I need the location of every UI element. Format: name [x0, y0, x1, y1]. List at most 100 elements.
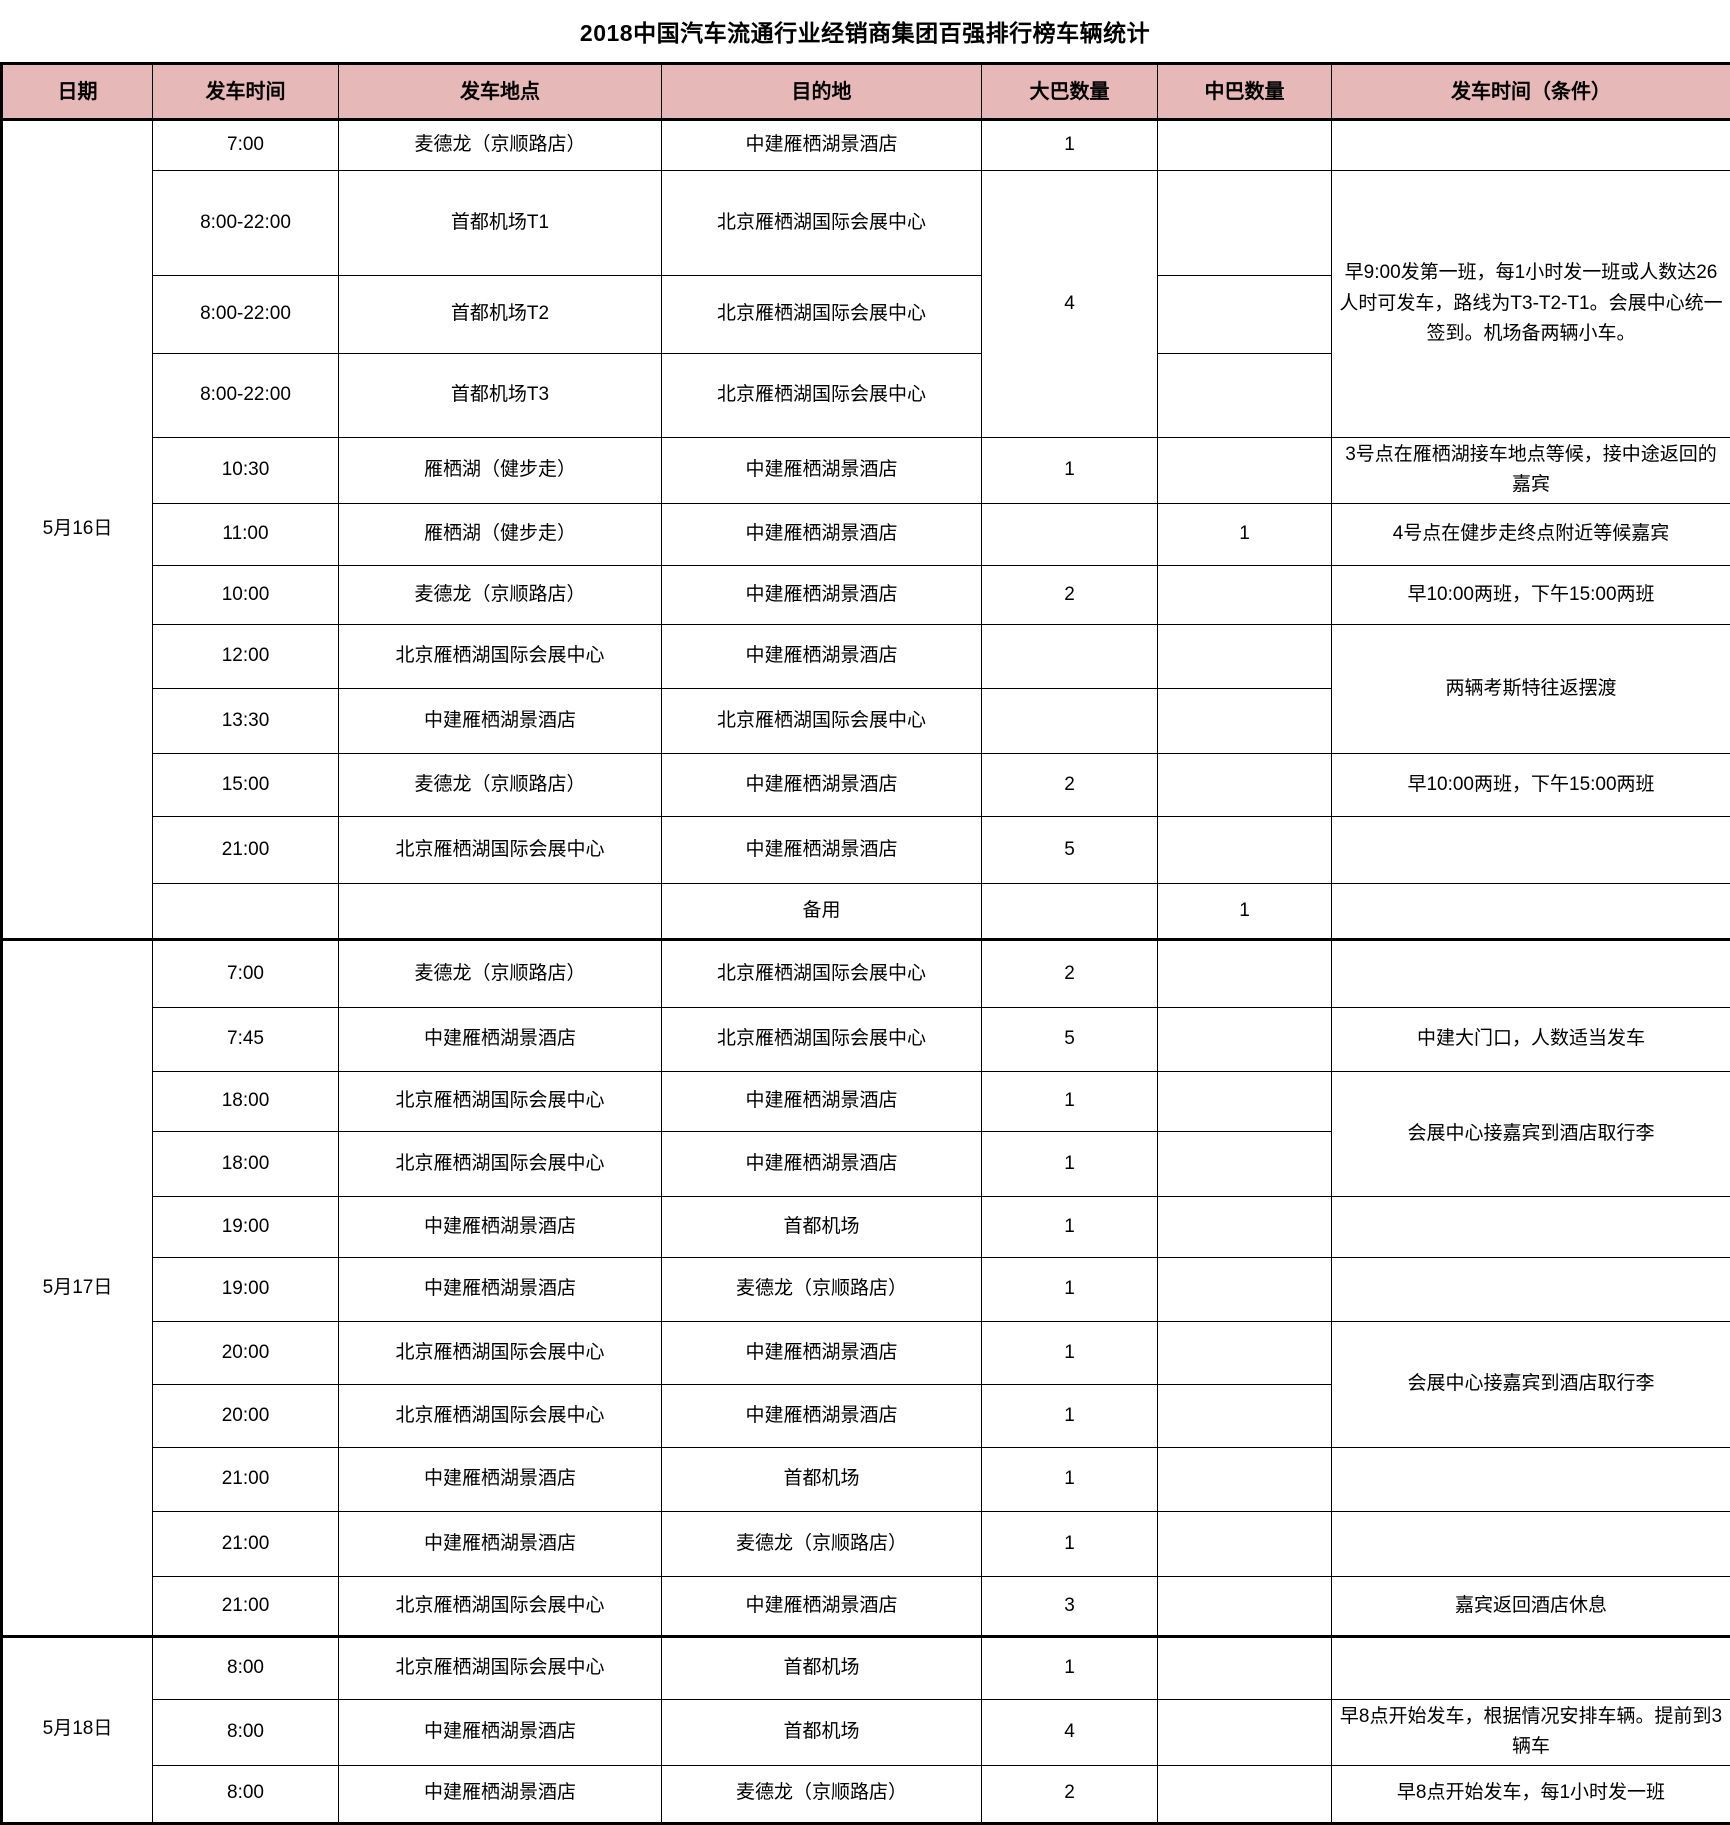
cell-mid-bus [1158, 120, 1332, 171]
cell-to: 首都机场 [662, 1699, 982, 1765]
date-group-cell: 5月16日 [2, 120, 153, 940]
table-row: 21:00 中建雁栖湖景酒店 首都机场 1 [2, 1447, 1730, 1511]
cell-time: 8:00-22:00 [153, 276, 339, 354]
cell-time: 19:00 [153, 1196, 339, 1257]
cell-to: 中建雁栖湖景酒店 [662, 1071, 982, 1131]
cell-from: 麦德龙（京顺路店） [339, 120, 662, 171]
cell-mid-bus [1158, 816, 1332, 883]
col-header-date: 日期 [2, 64, 153, 120]
cell-time: 10:30 [153, 438, 339, 504]
col-header-depart-place: 发车地点 [339, 64, 662, 120]
cell-to: 麦德龙（京顺路店） [662, 1765, 982, 1823]
table-row: 8:00-22:00 首都机场T1 北京雁栖湖国际会展中心 4 早9:00发第一… [2, 171, 1730, 276]
cell-time: 18:00 [153, 1131, 339, 1196]
cell-mid-bus [1158, 1447, 1332, 1511]
table-row: 21:00 中建雁栖湖景酒店 麦德龙（京顺路店） 1 [2, 1511, 1730, 1576]
cell-big-bus: 1 [982, 120, 1158, 171]
cell-condition: 会展中心接嘉宾到酒店取行李 [1332, 1071, 1730, 1196]
table-row: 11:00 雁栖湖（健步走） 中建雁栖湖景酒店 1 4号点在健步走终点附近等候嘉… [2, 503, 1730, 565]
cell-to: 中建雁栖湖景酒店 [662, 624, 982, 688]
cell-big-bus: 1 [982, 1196, 1158, 1257]
cell-from: 北京雁栖湖国际会展中心 [339, 1321, 662, 1384]
cell-big-bus: 1 [982, 1511, 1158, 1576]
cell-from: 麦德龙（京顺路店） [339, 939, 662, 1007]
cell-from: 中建雁栖湖景酒店 [339, 1007, 662, 1071]
cell-mid-bus [1158, 1257, 1332, 1321]
cell-from: 中建雁栖湖景酒店 [339, 688, 662, 753]
cell-condition [1332, 816, 1730, 883]
cell-condition: 4号点在健步走终点附近等候嘉宾 [1332, 503, 1730, 565]
cell-from: 首都机场T2 [339, 276, 662, 354]
cell-mid-bus [1158, 276, 1332, 354]
cell-to: 麦德龙（京顺路店） [662, 1257, 982, 1321]
cell-time: 21:00 [153, 1447, 339, 1511]
header-row: 日期 发车时间 发车地点 目的地 大巴数量 中巴数量 发车时间（条件） [2, 64, 1730, 120]
table-row: 10:30 雁栖湖（健步走） 中建雁栖湖景酒店 1 3号点在雁栖湖接车地点等候，… [2, 438, 1730, 504]
cell-mid-bus [1158, 565, 1332, 624]
cell-mid-bus [1158, 1007, 1332, 1071]
table-row: 18:00 北京雁栖湖国际会展中心 中建雁栖湖景酒店 1 会展中心接嘉宾到酒店取… [2, 1071, 1730, 1131]
col-header-depart-time: 发车时间 [153, 64, 339, 120]
cell-mid-bus [1158, 1511, 1332, 1576]
cell-time: 8:00-22:00 [153, 354, 339, 438]
cell-time: 8:00-22:00 [153, 171, 339, 276]
cell-big-bus: 4 [982, 1699, 1158, 1765]
cell-mid-bus: 1 [1158, 503, 1332, 565]
cell-to: 首都机场 [662, 1196, 982, 1257]
cell-from: 北京雁栖湖国际会展中心 [339, 1071, 662, 1131]
cell-from: 首都机场T3 [339, 354, 662, 438]
cell-from: 麦德龙（京顺路店） [339, 753, 662, 816]
cell-from: 首都机场T1 [339, 171, 662, 276]
cell-time: 21:00 [153, 1511, 339, 1576]
cell-from: 北京雁栖湖国际会展中心 [339, 1576, 662, 1636]
cell-from: 雁栖湖（健步走） [339, 438, 662, 504]
cell-big-bus: 5 [982, 1007, 1158, 1071]
cell-condition: 早9:00发第一班，每1小时发一班或人数达26人时可发车，路线为T3-T2-T1… [1332, 171, 1730, 438]
cell-condition: 早8点开始发车，根据情况安排车辆。提前到3辆车 [1332, 1699, 1730, 1765]
cell-from: 北京雁栖湖国际会展中心 [339, 816, 662, 883]
table-row: 15:00 麦德龙（京顺路店） 中建雁栖湖景酒店 2 早10:00两班，下午15… [2, 753, 1730, 816]
col-header-destination: 目的地 [662, 64, 982, 120]
cell-to: 中建雁栖湖景酒店 [662, 1384, 982, 1447]
cell-from: 中建雁栖湖景酒店 [339, 1699, 662, 1765]
cell-from: 北京雁栖湖国际会展中心 [339, 624, 662, 688]
cell-to: 中建雁栖湖景酒店 [662, 565, 982, 624]
col-header-condition: 发车时间（条件） [1332, 64, 1730, 120]
table-row: 8:00 中建雁栖湖景酒店 首都机场 4 早8点开始发车，根据情况安排车辆。提前… [2, 1699, 1730, 1765]
table-row: 21:00 北京雁栖湖国际会展中心 中建雁栖湖景酒店 5 [2, 816, 1730, 883]
cell-to: 中建雁栖湖景酒店 [662, 816, 982, 883]
cell-mid-bus [1158, 1384, 1332, 1447]
cell-big-bus: 1 [982, 438, 1158, 504]
cell-time: 20:00 [153, 1384, 339, 1447]
cell-big-bus: 1 [982, 1447, 1158, 1511]
cell-to: 北京雁栖湖国际会展中心 [662, 939, 982, 1007]
cell-time: 7:45 [153, 1007, 339, 1071]
cell-mid-bus [1158, 1765, 1332, 1823]
cell-mid-bus [1158, 1699, 1332, 1765]
table-row: 21:00 北京雁栖湖国际会展中心 中建雁栖湖景酒店 3 嘉宾返回酒店休息 [2, 1576, 1730, 1636]
cell-time: 7:00 [153, 939, 339, 1007]
cell-time [153, 883, 339, 939]
cell-from: 中建雁栖湖景酒店 [339, 1257, 662, 1321]
cell-condition: 3号点在雁栖湖接车地点等候，接中途返回的嘉宾 [1332, 438, 1730, 504]
cell-to: 备用 [662, 883, 982, 939]
cell-time: 7:00 [153, 120, 339, 171]
cell-to: 中建雁栖湖景酒店 [662, 503, 982, 565]
cell-mid-bus [1158, 1636, 1332, 1699]
cell-condition [1332, 883, 1730, 939]
cell-big-bus [982, 624, 1158, 688]
cell-mid-bus [1158, 688, 1332, 753]
cell-from: 中建雁栖湖景酒店 [339, 1447, 662, 1511]
cell-mid-bus [1158, 624, 1332, 688]
cell-big-bus: 2 [982, 939, 1158, 1007]
cell-to: 中建雁栖湖景酒店 [662, 120, 982, 171]
cell-condition [1332, 939, 1730, 1007]
table-row: 19:00 中建雁栖湖景酒店 麦德龙（京顺路店） 1 [2, 1257, 1730, 1321]
cell-time: 18:00 [153, 1071, 339, 1131]
cell-condition [1332, 1257, 1730, 1321]
table-row: 19:00 中建雁栖湖景酒店 首都机场 1 [2, 1196, 1730, 1257]
cell-big-bus: 1 [982, 1257, 1158, 1321]
cell-big-bus [982, 503, 1158, 565]
cell-big-bus: 1 [982, 1321, 1158, 1384]
